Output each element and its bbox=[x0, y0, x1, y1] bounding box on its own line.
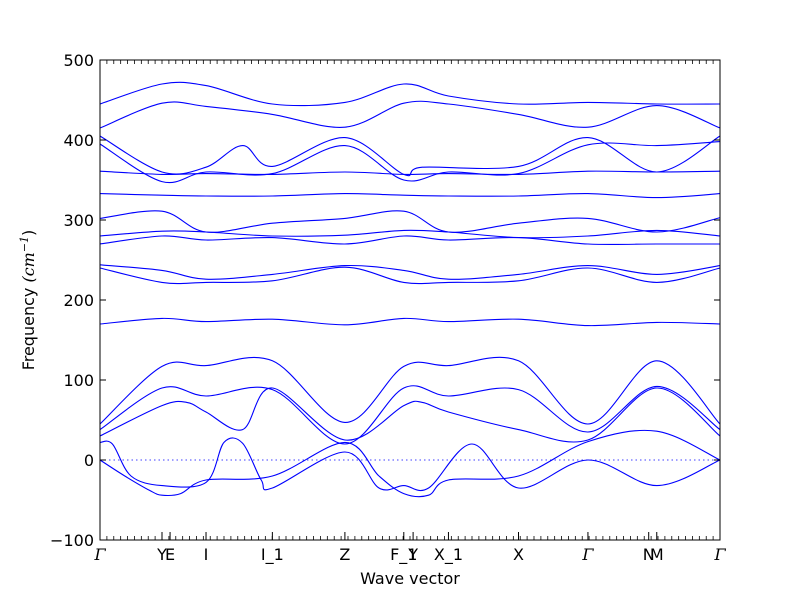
band-line-14 bbox=[99, 385, 721, 445]
x-tick-label: I bbox=[204, 545, 209, 564]
band-line-11 bbox=[99, 266, 721, 285]
band-line-12 bbox=[99, 317, 721, 327]
x-tick-label: Γ bbox=[93, 545, 106, 564]
x-tick-label: F_1 bbox=[390, 545, 417, 565]
band-line-7 bbox=[99, 210, 721, 233]
band-line-16 bbox=[99, 429, 721, 498]
y-axis-label-text: Frequency bbox=[19, 288, 38, 371]
x-tick-label: Γ bbox=[581, 545, 594, 564]
y-tick-label: 500 bbox=[63, 51, 94, 70]
y-tick-label: −100 bbox=[50, 531, 94, 550]
band-line-5 bbox=[99, 170, 721, 176]
band-line-10 bbox=[99, 264, 721, 280]
x-tick-label: X_1 bbox=[434, 545, 463, 565]
y-axis-label-unit-close: ) bbox=[19, 230, 38, 236]
x-tick-label: M bbox=[650, 545, 664, 564]
band-line-1 bbox=[99, 81, 721, 107]
y-tick-label: 300 bbox=[63, 211, 94, 230]
x-tick-label: I_1 bbox=[261, 545, 284, 565]
x-tick-label: E bbox=[165, 545, 175, 564]
band-line-15 bbox=[99, 387, 721, 443]
y-tick-label: 400 bbox=[63, 131, 94, 150]
band-lines bbox=[99, 81, 721, 498]
y-axis-label: Frequency (cm−1) bbox=[18, 230, 38, 371]
x-tick-label: Y bbox=[407, 545, 418, 564]
x-tick-label: N bbox=[643, 545, 655, 564]
y-axis-label-unit-sup: −1 bbox=[18, 236, 31, 252]
x-tick-label: Γ bbox=[713, 545, 726, 564]
band-line-6 bbox=[99, 193, 721, 199]
y-tick-label: 100 bbox=[63, 371, 94, 390]
x-tick-label: Y bbox=[156, 545, 167, 564]
x-axis-label: Wave vector bbox=[360, 569, 460, 588]
band-line-8 bbox=[99, 229, 721, 239]
band-line-9 bbox=[99, 235, 720, 246]
band-line-13 bbox=[99, 356, 721, 425]
plot-frame bbox=[99, 59, 721, 541]
band-line-17 bbox=[99, 437, 721, 492]
x-tick-label: X bbox=[513, 545, 524, 564]
y-tick-label: 0 bbox=[84, 451, 94, 470]
y-tick-label: 200 bbox=[63, 291, 94, 310]
x-tick-label: Z bbox=[339, 545, 350, 564]
y-axis-label-unit: (cm bbox=[19, 252, 38, 282]
y-ticks: −100 0 100 200 300 400 500 bbox=[50, 51, 720, 550]
band-line-4 bbox=[99, 141, 721, 184]
band-line-2 bbox=[99, 100, 721, 129]
band-line-3 bbox=[99, 135, 721, 177]
